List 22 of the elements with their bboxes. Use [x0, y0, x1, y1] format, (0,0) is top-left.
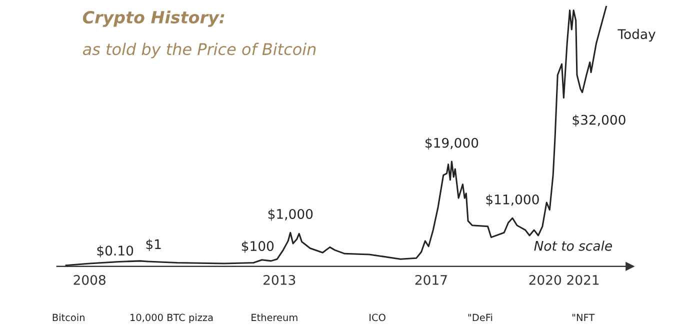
x-tick-label: 2020: [529, 274, 562, 285]
chart-title: Crypto History:: [82, 10, 224, 27]
x-tick-label: 2008: [74, 274, 106, 285]
text: 10,000 BTC pizza: [130, 314, 213, 324]
text: "DeFi: [468, 314, 492, 322]
x-tick-label: 2021: [567, 274, 599, 285]
text: "NFT: [572, 314, 595, 321]
annotation: $1: [146, 238, 161, 251]
text: ICO: [370, 314, 386, 322]
annotation: $11,000: [486, 194, 539, 206]
x-tick-label: 2017: [415, 274, 447, 285]
text: Bitcoin: [52, 314, 84, 322]
text: as told by the Price of Bitcoin: [82, 42, 316, 58]
annotation: $1,000: [268, 208, 313, 221]
annotation: $19,000: [426, 138, 478, 150]
annotation: $100: [242, 240, 274, 253]
annotation: $32,000: [572, 114, 626, 127]
text: Ethereum: [252, 314, 298, 322]
annotation: Today: [618, 28, 656, 42]
annotation: Not to scale: [534, 240, 612, 251]
annotation: $0.10: [97, 245, 134, 258]
x-tick-label: 2013: [264, 274, 296, 285]
